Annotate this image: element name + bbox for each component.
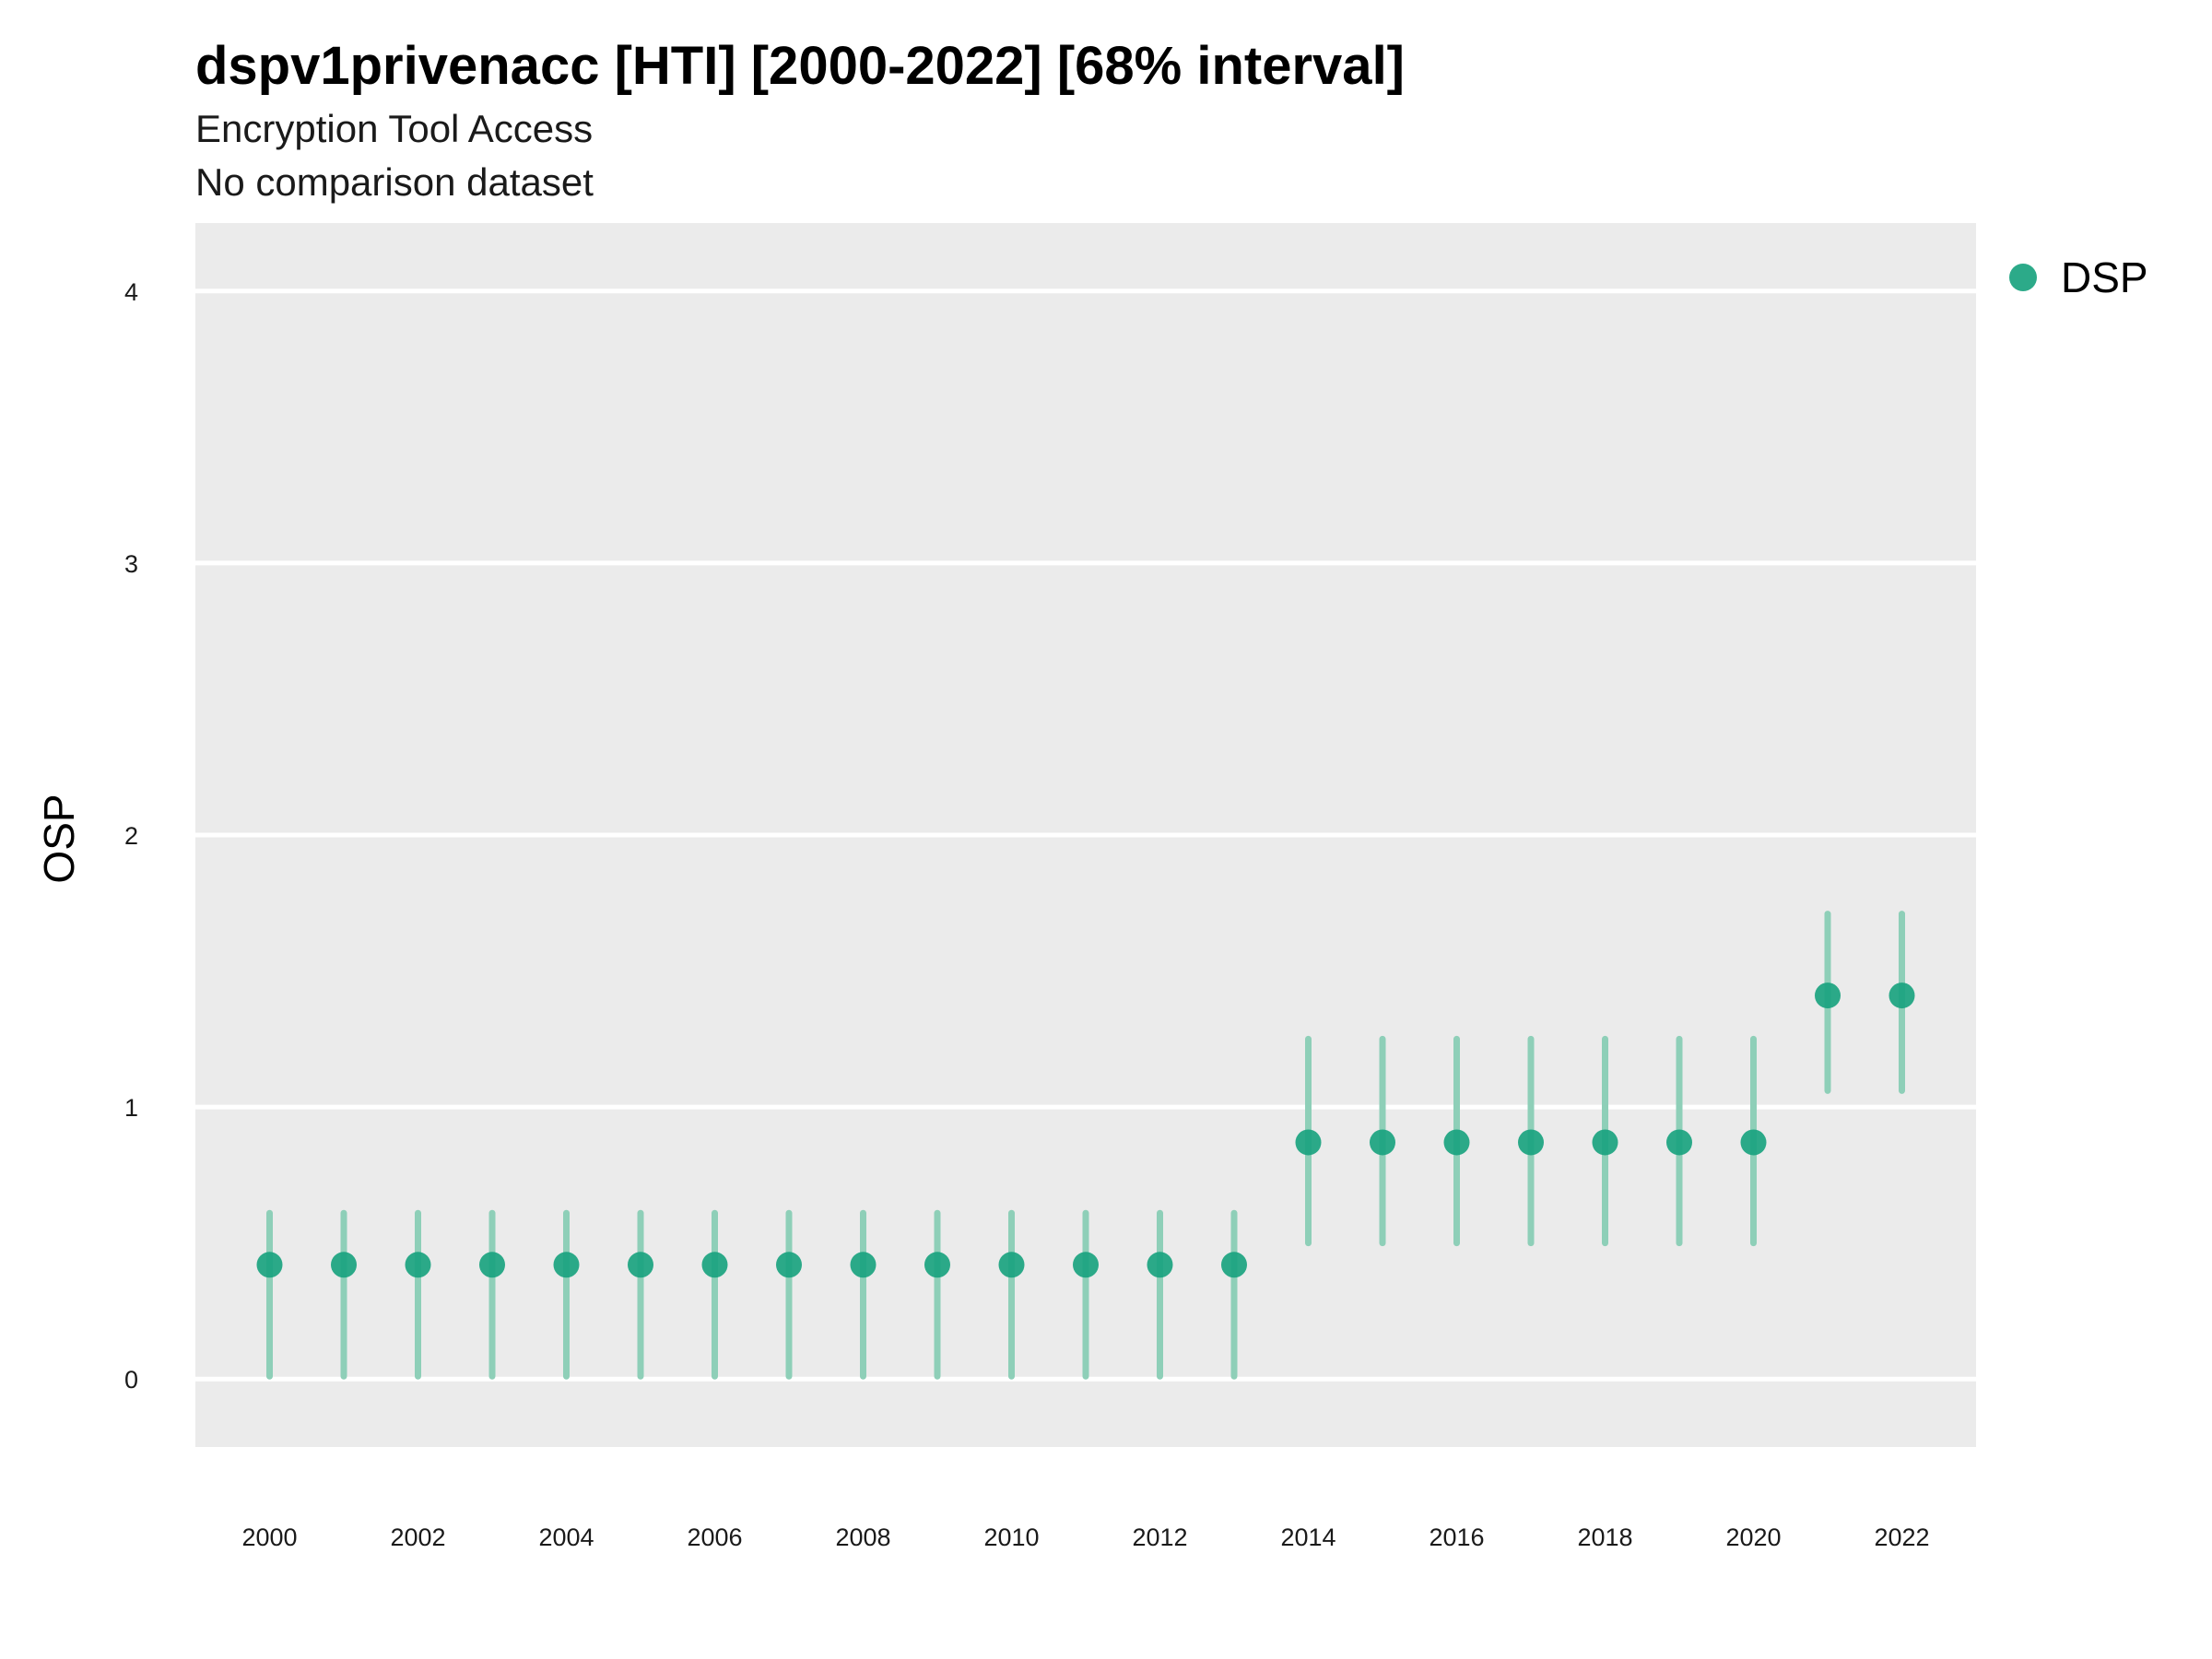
point-2015 [1370, 1129, 1395, 1156]
x-tick-2008: 2008 [835, 1524, 890, 1551]
point-2004 [553, 1252, 580, 1278]
point-2002 [405, 1252, 431, 1278]
x-tick-labels: 2000 2002 2004 2006 2008 2010 2012 2014 2016 2018… [241, 1524, 1929, 1551]
point-2009 [924, 1252, 950, 1278]
point-2017 [1518, 1129, 1544, 1156]
point-2001 [331, 1252, 357, 1278]
point-2020 [1740, 1129, 1767, 1156]
point-2000 [256, 1252, 283, 1278]
x-tick-2020: 2020 [1725, 1524, 1781, 1551]
point-2012 [1147, 1252, 1173, 1278]
legend-label-dsp: DSP [2061, 253, 2148, 301]
x-tick-2014: 2014 [1280, 1524, 1335, 1551]
point-2010 [998, 1252, 1025, 1278]
y-tick-4: 4 [124, 278, 138, 306]
chart-subtitle: Encryption Tool Access [195, 107, 594, 150]
x-tick-2022: 2022 [1874, 1524, 1929, 1551]
x-tick-2004: 2004 [538, 1524, 594, 1551]
point-2006 [701, 1252, 728, 1278]
x-tick-2016: 2016 [1429, 1524, 1484, 1551]
chart-title: dspv1privenacc [HTI] [2000-2022] [68% in… [195, 36, 1405, 96]
legend: DSP [2009, 253, 2148, 302]
point-2003 [479, 1252, 505, 1278]
chart-subtitle-comparison: No comparison dataset [195, 160, 594, 204]
x-tick-2002: 2002 [390, 1524, 445, 1551]
point-2021 [1815, 982, 1841, 1009]
y-tick-2: 2 [124, 822, 138, 850]
x-tick-2010: 2010 [983, 1524, 1039, 1551]
x-tick-2000: 2000 [241, 1524, 297, 1551]
point-2018 [1592, 1129, 1618, 1156]
y-tick-3: 3 [124, 550, 138, 578]
point-2022 [1888, 982, 1915, 1009]
point-2016 [1443, 1129, 1470, 1156]
legend-key-dsp [2009, 264, 2037, 291]
y-tick-0: 0 [124, 1366, 138, 1394]
point-2008 [850, 1252, 877, 1278]
data-points [256, 982, 1915, 1278]
point-2007 [776, 1252, 802, 1278]
point-2005 [628, 1252, 653, 1278]
point-2011 [1073, 1252, 1099, 1278]
y-tick-1: 1 [124, 1094, 138, 1122]
x-tick-2006: 2006 [687, 1524, 742, 1551]
point-2019 [1666, 1129, 1692, 1156]
x-tick-2018: 2018 [1577, 1524, 1632, 1551]
x-tick-2012: 2012 [1132, 1524, 1187, 1551]
y-tick-labels: 0 1 2 3 4 [124, 278, 138, 1394]
point-2013 [1221, 1252, 1247, 1278]
point-2014 [1295, 1129, 1322, 1156]
interval-bars [266, 911, 1905, 1380]
